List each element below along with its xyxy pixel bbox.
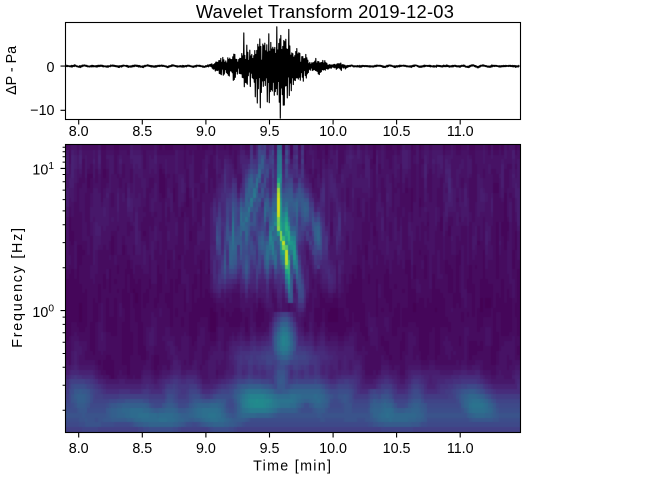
svg-text:Frequency [Hz]: Frequency [Hz] <box>10 226 26 347</box>
svg-text:8.0: 8.0 <box>69 124 89 140</box>
svg-text:100: 100 <box>32 303 54 321</box>
svg-text:Wavelet Transform 2019-12-03: Wavelet Transform 2019-12-03 <box>196 1 454 22</box>
svg-text:11.0: 11.0 <box>447 441 474 457</box>
svg-text:10.0: 10.0 <box>319 124 347 140</box>
svg-text:11.0: 11.0 <box>447 124 474 140</box>
svg-text:8.0: 8.0 <box>69 441 89 457</box>
svg-text:8.5: 8.5 <box>132 441 152 457</box>
svg-text:9.0: 9.0 <box>196 441 216 457</box>
svg-text:−10: −10 <box>30 103 54 119</box>
svg-text:8.5: 8.5 <box>132 124 152 140</box>
svg-text:101: 101 <box>32 161 54 179</box>
svg-text:Time [min]: Time [min] <box>253 458 332 474</box>
svg-text:10.5: 10.5 <box>383 441 411 457</box>
svg-text:10.5: 10.5 <box>383 124 411 140</box>
svg-text:10.0: 10.0 <box>319 441 347 457</box>
svg-text:ΔP - Pa: ΔP - Pa <box>4 46 20 95</box>
svg-text:9.0: 9.0 <box>196 124 216 140</box>
svg-text:9.5: 9.5 <box>260 124 280 140</box>
svg-text:0: 0 <box>47 60 55 76</box>
svg-text:9.5: 9.5 <box>260 441 280 457</box>
